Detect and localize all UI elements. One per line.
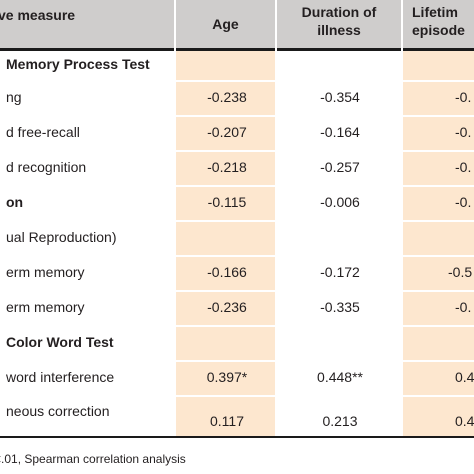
row-separator (0, 185, 474, 187)
header-measure: ve measure (0, 7, 76, 23)
table-bottom-rule (0, 436, 474, 438)
age-value: -0.115 (207, 194, 247, 210)
column-separator (275, 0, 277, 436)
lifetime-value: -0.5 (448, 264, 473, 280)
age-value: 0.117 (210, 413, 244, 429)
age-value: -0.166 (207, 264, 247, 280)
header-duration-line1: Duration of (301, 4, 377, 20)
duration-value: 0.213 (322, 413, 358, 429)
lifetime-value: -0. (455, 159, 472, 175)
lifetime-value: -0. (455, 89, 472, 105)
duration-value: -0.172 (320, 264, 360, 280)
age-value: -0.218 (207, 159, 247, 175)
row-label: Memory Process Test (6, 56, 150, 72)
row-separator (0, 395, 474, 397)
column-separator (401, 0, 403, 436)
table-header-background (0, 0, 474, 48)
row-label: d recognition (6, 159, 87, 175)
lifetime-value: -0. (455, 194, 472, 210)
column-separator (174, 0, 176, 436)
age-value: -0.236 (207, 299, 247, 315)
row-label: d free-recall (6, 124, 80, 140)
row-separator (0, 360, 474, 362)
row-separator (0, 220, 474, 222)
duration-value: -0.006 (320, 194, 360, 210)
row-separator (0, 115, 474, 117)
header-duration-line2: illness (317, 22, 361, 38)
age-value: 0.397* (206, 369, 248, 385)
lifetime-value: 0.4 (455, 413, 474, 429)
lifetime-value: 0.4 (455, 369, 474, 385)
row-label: ual Reproduction) (6, 229, 117, 245)
duration-value: 0.448** (317, 369, 363, 385)
header-age: Age (212, 16, 239, 32)
duration-value: -0.335 (320, 299, 360, 315)
duration-value: -0.354 (320, 89, 360, 105)
header-rule (0, 48, 474, 51)
row-label: ng (6, 89, 22, 105)
header-lifetime-line1: Lifetim (412, 4, 458, 20)
row-separator (0, 255, 474, 257)
row-separator (0, 325, 474, 327)
header-lifetime-line2: episode (412, 22, 465, 38)
row-label: word interference (6, 369, 115, 385)
row-label: erm memory (6, 264, 85, 280)
lifetime-value: -0. (455, 124, 472, 140)
row-label: erm memory (6, 299, 85, 315)
row-separator (0, 80, 474, 82)
table-footnote: <.01, Spearman correlation analysis (0, 452, 186, 466)
duration-value: -0.257 (320, 159, 360, 175)
row-separator (0, 290, 474, 292)
age-value: -0.207 (207, 124, 247, 140)
row-separator (0, 150, 474, 152)
duration-value: -0.164 (320, 124, 360, 140)
row-label: Color Word Test (6, 334, 114, 350)
age-value: -0.238 (207, 89, 247, 105)
lifetime-value: -0. (455, 299, 472, 315)
row-label: on (6, 194, 24, 210)
row-label: neous correction (6, 403, 110, 419)
